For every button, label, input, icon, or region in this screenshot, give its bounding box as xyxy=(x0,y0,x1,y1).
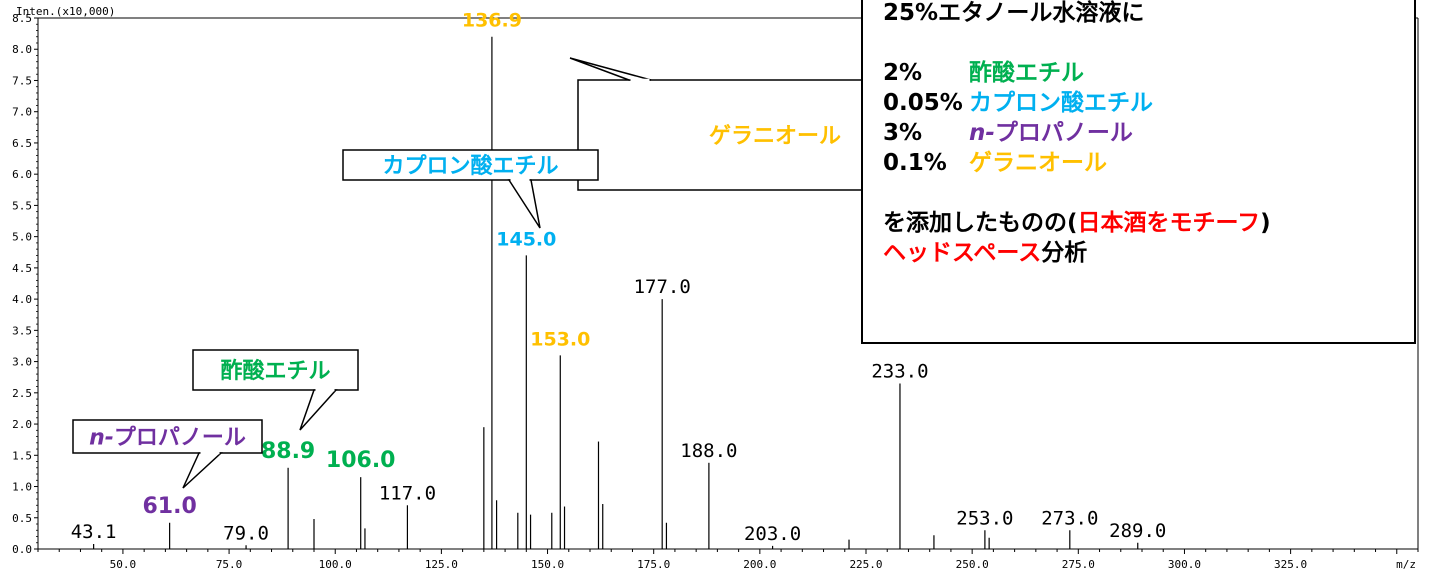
callout-box xyxy=(342,149,599,181)
info-item-name: プロパノール xyxy=(994,120,1133,146)
info-item-geraniol: 0.1% ゲラニオール xyxy=(883,148,1414,178)
x-tick-label: 225.0 xyxy=(849,558,882,571)
x-tick-label: 300.0 xyxy=(1168,558,1201,571)
x-tick-label: 175.0 xyxy=(637,558,670,571)
x-axis-label: m/z xyxy=(1396,558,1416,571)
callout-pointer xyxy=(507,179,541,229)
info-line-solvent: 25%エタノール水溶液に xyxy=(883,0,1145,26)
peak-label: 43.1 xyxy=(71,521,117,543)
y-tick-label: 1.5 xyxy=(12,449,32,462)
peak-label: 79.0 xyxy=(223,522,269,544)
info-item-pct: 0.05% xyxy=(883,90,963,116)
info-item-pct: 2% xyxy=(883,60,923,86)
info-line-analysis: ヘッドスペース分析 xyxy=(883,238,1414,268)
peak-label: 88.9 xyxy=(261,439,315,464)
chart-axes: 0.0 0.5 1.0 1.5 2.0 2.5 3.0 3.5 4.0 4.5 5.0 5.5 6.0 6… xyxy=(12,5,1419,571)
x-tick-label: 250.0 xyxy=(956,558,989,571)
info-text-headspace: ヘッドスペース xyxy=(883,240,1042,266)
info-item-ethyl-acetate: 2% 酢酸エチル xyxy=(883,58,1414,88)
y-tick-label: 7.5 xyxy=(12,74,32,87)
y-tick-label: 5.5 xyxy=(12,199,32,212)
callout-label: 酢酸エチル xyxy=(220,359,330,384)
sample-info-box: 25%エタノール水溶液に 2% 酢酸エチル 0.05% カプロン酸エチル 3% n-プ… xyxy=(861,0,1416,344)
info-text-added: を添加したものの( xyxy=(883,210,1078,236)
y-axis-label: Inten.(x10,000) xyxy=(16,5,115,18)
y-tick-label: 7.0 xyxy=(12,106,32,119)
peak-label: 61.0 xyxy=(142,494,196,519)
callout-pointer xyxy=(299,389,338,431)
y-tick-label: 2.5 xyxy=(12,387,32,400)
info-text-paren: ) xyxy=(1260,210,1271,236)
callout-2: 酢酸エチル xyxy=(192,349,359,431)
info-item-name: カプロン酸エチル xyxy=(969,90,1153,116)
info-item-ethyl-caproate: 0.05% カプロン酸エチル xyxy=(883,88,1414,118)
callout-box xyxy=(192,349,359,391)
callout-1: カプロン酸エチル xyxy=(342,149,599,229)
x-tick-label: 125.0 xyxy=(425,558,458,571)
info-item-name: ゲラニオール xyxy=(969,150,1107,176)
peak-label: 289.0 xyxy=(1109,520,1166,542)
info-item-pct: 0.1% xyxy=(883,150,947,176)
y-tick-label: 6.5 xyxy=(12,137,32,150)
info-item-prefix: n- xyxy=(969,120,995,146)
callout-label-name: プロパノール xyxy=(114,426,246,451)
y-tick-label: 8.0 xyxy=(12,43,32,56)
x-tick-label: 100.0 xyxy=(319,558,352,571)
peak-label: 117.0 xyxy=(379,482,436,504)
callout-pointer xyxy=(182,452,223,489)
callout-label: カプロン酸エチル xyxy=(382,154,558,179)
info-item-name: 酢酸エチル xyxy=(969,60,1084,86)
info-item-pct: 3% xyxy=(883,120,923,146)
peak-label: 273.0 xyxy=(1041,507,1098,529)
info-text-analysis: 分析 xyxy=(1041,240,1088,266)
callout-label-name: 酢酸エチル xyxy=(220,359,330,384)
y-tick-label: 0.5 xyxy=(12,512,32,525)
y-tick-label: 4.5 xyxy=(12,262,32,275)
info-line-added: を添加したものの(日本酒をモチーフ) xyxy=(883,208,1414,238)
peak-label: 203.0 xyxy=(744,523,801,545)
y-tick-label: 3.0 xyxy=(12,356,32,369)
callout-label-prefix: n- xyxy=(89,426,114,451)
peak-label: 145.0 xyxy=(496,228,556,250)
callout-label-name: カプロン酸エチル xyxy=(382,154,558,179)
y-tick-label: 0.0 xyxy=(12,543,32,556)
callout-label: n-プロパノール xyxy=(89,426,246,451)
peak-label: 106.0 xyxy=(326,448,396,473)
chart-peaks: 43.1 61.0 79.0 88.9 106.0 117.0 136.9 145.0 153.… xyxy=(71,10,1166,549)
callout-label: ゲラニオール xyxy=(709,124,841,149)
peak-label: 177.0 xyxy=(634,276,691,298)
peak-label: 253.0 xyxy=(956,507,1013,529)
x-tick-label: 150.0 xyxy=(531,558,564,571)
x-tick-label: 200.0 xyxy=(743,558,776,571)
y-tick-label: 3.5 xyxy=(12,324,32,337)
y-tick-label: 4.0 xyxy=(12,293,32,306)
y-tick-label: 8.5 xyxy=(12,12,32,25)
info-item-n-propanol: 3% n-プロパノール xyxy=(883,118,1414,148)
callout-label-name: ゲラニオール xyxy=(709,124,841,149)
peak-label: 233.0 xyxy=(871,360,928,382)
x-tick-label: 75.0 xyxy=(216,558,243,571)
y-tick-label: 6.0 xyxy=(12,168,32,181)
x-tick-label: 325.0 xyxy=(1274,558,1307,571)
callout-box xyxy=(72,419,263,454)
peak-label: 188.0 xyxy=(680,440,737,462)
peak-label: 136.9 xyxy=(462,10,522,32)
x-tick-label: 50.0 xyxy=(110,558,137,571)
callout-3: n-プロパノール xyxy=(72,419,263,489)
y-tick-label: 5.0 xyxy=(12,231,32,244)
info-text-sake-motif: 日本酒をモチーフ xyxy=(1077,210,1261,236)
y-tick-label: 1.0 xyxy=(12,481,32,494)
peak-label: 153.0 xyxy=(530,328,590,350)
y-tick-label: 2.0 xyxy=(12,418,32,431)
x-tick-label: 275.0 xyxy=(1062,558,1095,571)
callout-pointer xyxy=(569,57,652,81)
